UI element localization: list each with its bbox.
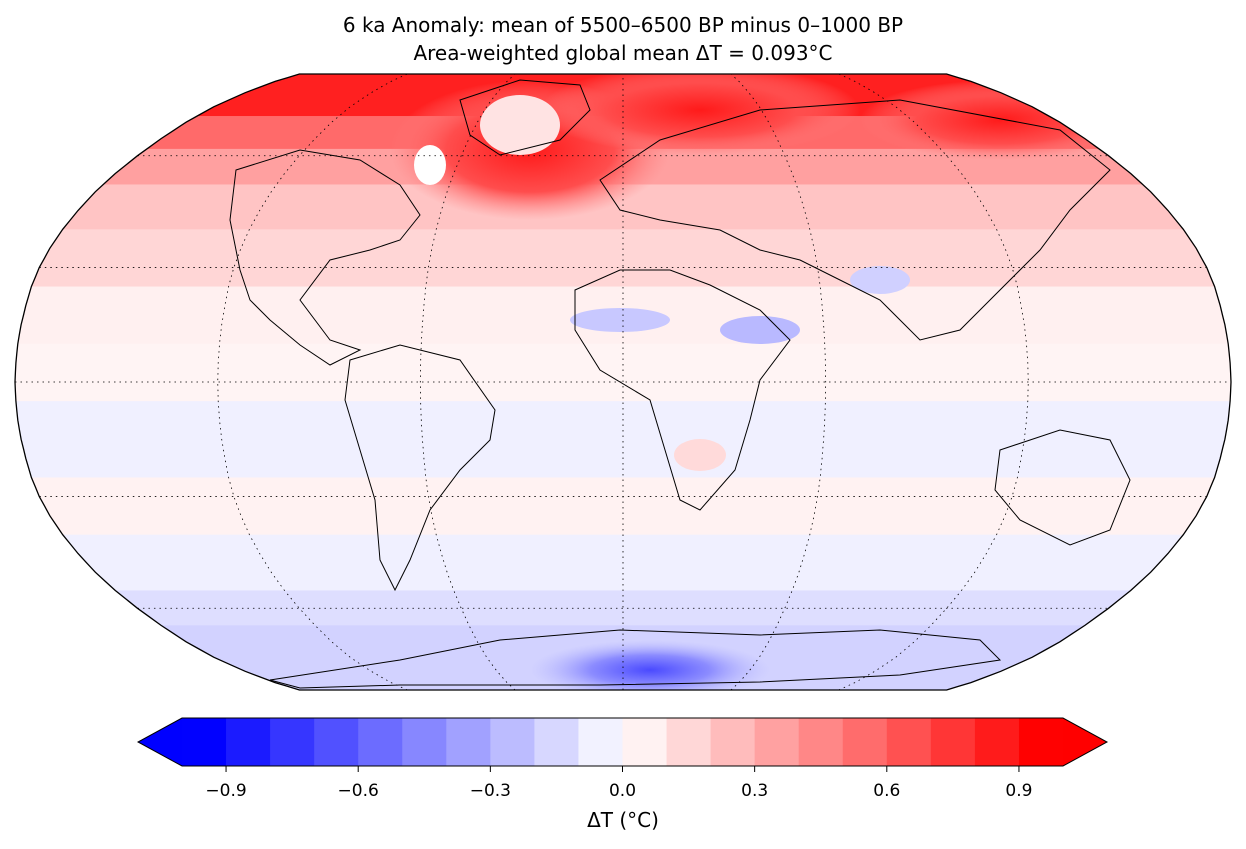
greenland-coast xyxy=(459,79,591,156)
graticule xyxy=(15,73,1231,691)
colorbar-extend-low xyxy=(138,718,182,766)
anomaly-field xyxy=(15,74,1231,690)
colorbar-bin xyxy=(622,718,668,766)
meridian-line xyxy=(730,73,827,691)
colorbar-bin xyxy=(754,718,800,766)
colorbar-extend-high xyxy=(1063,718,1107,766)
colorbar-label: ΔT (°C) xyxy=(587,808,659,832)
colorbar-bins xyxy=(138,718,1107,766)
colorbar-tick-label: 0.9 xyxy=(1005,781,1032,801)
colorbar-bin xyxy=(270,718,315,766)
chart-subtitle: Area-weighted global mean ΔT = 0.093°C xyxy=(413,41,833,65)
colorbar-bin xyxy=(358,718,403,766)
colorbar-bin xyxy=(534,718,580,766)
colorbar-tick-label: 0.3 xyxy=(741,781,768,801)
colorbar-bin xyxy=(798,718,844,766)
colorbar-bin xyxy=(446,718,491,766)
colorbar-bin xyxy=(666,718,712,766)
colorbar-bin xyxy=(974,718,1020,766)
arctic-warm-anomaly xyxy=(540,74,860,155)
antarctica-coast xyxy=(269,629,1002,689)
meridian-line xyxy=(419,73,516,691)
colorbar-tick-label: 0.0 xyxy=(609,781,636,801)
sahara-cool-anomaly xyxy=(570,308,670,332)
colorbar-bin xyxy=(578,718,624,766)
map-boundary xyxy=(14,73,1232,691)
colorbar-bin xyxy=(490,718,535,766)
hudson-bay-anomaly xyxy=(414,145,446,185)
colorbar-tick-label: −0.6 xyxy=(338,781,379,801)
australia-coast xyxy=(994,429,1131,546)
arabia-cool-anomaly xyxy=(720,316,800,344)
greenland-ice-cap xyxy=(480,95,560,155)
south-africa-warm-anomaly xyxy=(674,439,726,471)
colorbar-ticks: −0.9 −0.6 −0.3 0.0 0.3 0.6 0.9 xyxy=(205,766,1032,801)
colorbar-bin xyxy=(886,718,932,766)
chart-title: 6 ka Anomaly: mean of 5500–6500 BP minus… xyxy=(342,13,904,37)
colorbar-bin xyxy=(314,718,359,766)
colorbar-bin xyxy=(226,718,271,766)
colorbar-tick-label: −0.3 xyxy=(470,781,511,801)
coastlines xyxy=(229,79,1131,689)
africa-coast xyxy=(574,269,791,511)
north-america-coast xyxy=(229,149,421,366)
colorbar-bin xyxy=(1018,718,1064,766)
eurasia-coast xyxy=(599,99,1111,341)
colorbar-tick-label: −0.9 xyxy=(205,781,246,801)
south-america-coast xyxy=(344,344,496,592)
colorbar-bin xyxy=(182,718,227,766)
colorbar-outline xyxy=(136,717,1109,767)
colorbar-bin xyxy=(842,718,888,766)
anomaly-band xyxy=(15,477,1231,536)
india-cool-anomaly xyxy=(850,266,910,294)
colorbar-bin xyxy=(710,718,756,766)
colorbar-bin xyxy=(402,718,447,766)
colorbar-tick-label: 0.6 xyxy=(873,781,900,801)
colorbar-bin xyxy=(930,718,976,766)
